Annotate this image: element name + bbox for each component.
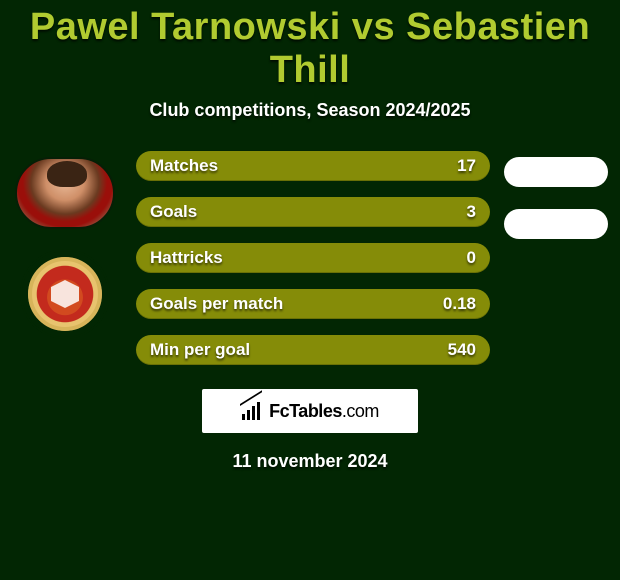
stat-label: Goals per match bbox=[150, 294, 283, 314]
page-subtitle: Club competitions, Season 2024/2025 bbox=[0, 100, 620, 121]
stat-bar-min-per-goal: Min per goal 540 bbox=[136, 335, 490, 365]
date-text: 11 november 2024 bbox=[0, 451, 620, 472]
player-avatar bbox=[15, 157, 115, 229]
content-row: Matches 17 Goals 3 Hattricks 0 Goals per… bbox=[0, 151, 620, 365]
blank-pill bbox=[504, 209, 608, 239]
stat-label: Matches bbox=[150, 156, 218, 176]
stat-label: Hattricks bbox=[150, 248, 223, 268]
stat-value: 17 bbox=[457, 156, 476, 176]
stat-label: Goals bbox=[150, 202, 197, 222]
stat-value: 540 bbox=[448, 340, 476, 360]
stat-label: Min per goal bbox=[150, 340, 250, 360]
page-title: Pawel Tarnowski vs Sebastien Thill bbox=[0, 2, 620, 100]
right-column bbox=[498, 151, 614, 239]
page-root: Pawel Tarnowski vs Sebastien Thill Club … bbox=[0, 0, 620, 472]
stat-bar-hattricks: Hattricks 0 bbox=[136, 243, 490, 273]
club-crest bbox=[22, 251, 108, 337]
bar-chart-icon bbox=[241, 402, 263, 420]
left-column bbox=[6, 151, 124, 337]
stat-value: 0 bbox=[467, 248, 476, 268]
brand-logo[interactable]: FcTables.com bbox=[202, 389, 418, 433]
stat-value: 0.18 bbox=[443, 294, 476, 314]
stat-value: 3 bbox=[467, 202, 476, 222]
stat-bar-matches: Matches 17 bbox=[136, 151, 490, 181]
stats-column: Matches 17 Goals 3 Hattricks 0 Goals per… bbox=[124, 151, 498, 365]
stat-bar-goals: Goals 3 bbox=[136, 197, 490, 227]
brand-bold: FcTables bbox=[269, 401, 342, 421]
brand-light: .com bbox=[342, 401, 379, 421]
brand-text: FcTables.com bbox=[269, 401, 379, 422]
stat-bar-goals-per-match: Goals per match 0.18 bbox=[136, 289, 490, 319]
blank-pill bbox=[504, 157, 608, 187]
